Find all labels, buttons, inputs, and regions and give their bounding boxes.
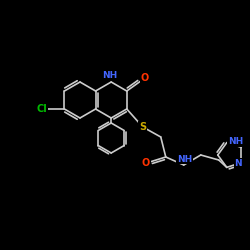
Text: NH: NH — [177, 154, 192, 164]
Text: O: O — [142, 158, 150, 168]
Text: S: S — [139, 122, 146, 132]
Text: O: O — [141, 73, 149, 83]
Text: Cl: Cl — [36, 104, 47, 114]
Text: NH: NH — [102, 70, 118, 80]
Text: N: N — [234, 159, 242, 168]
Text: NH: NH — [228, 137, 243, 146]
